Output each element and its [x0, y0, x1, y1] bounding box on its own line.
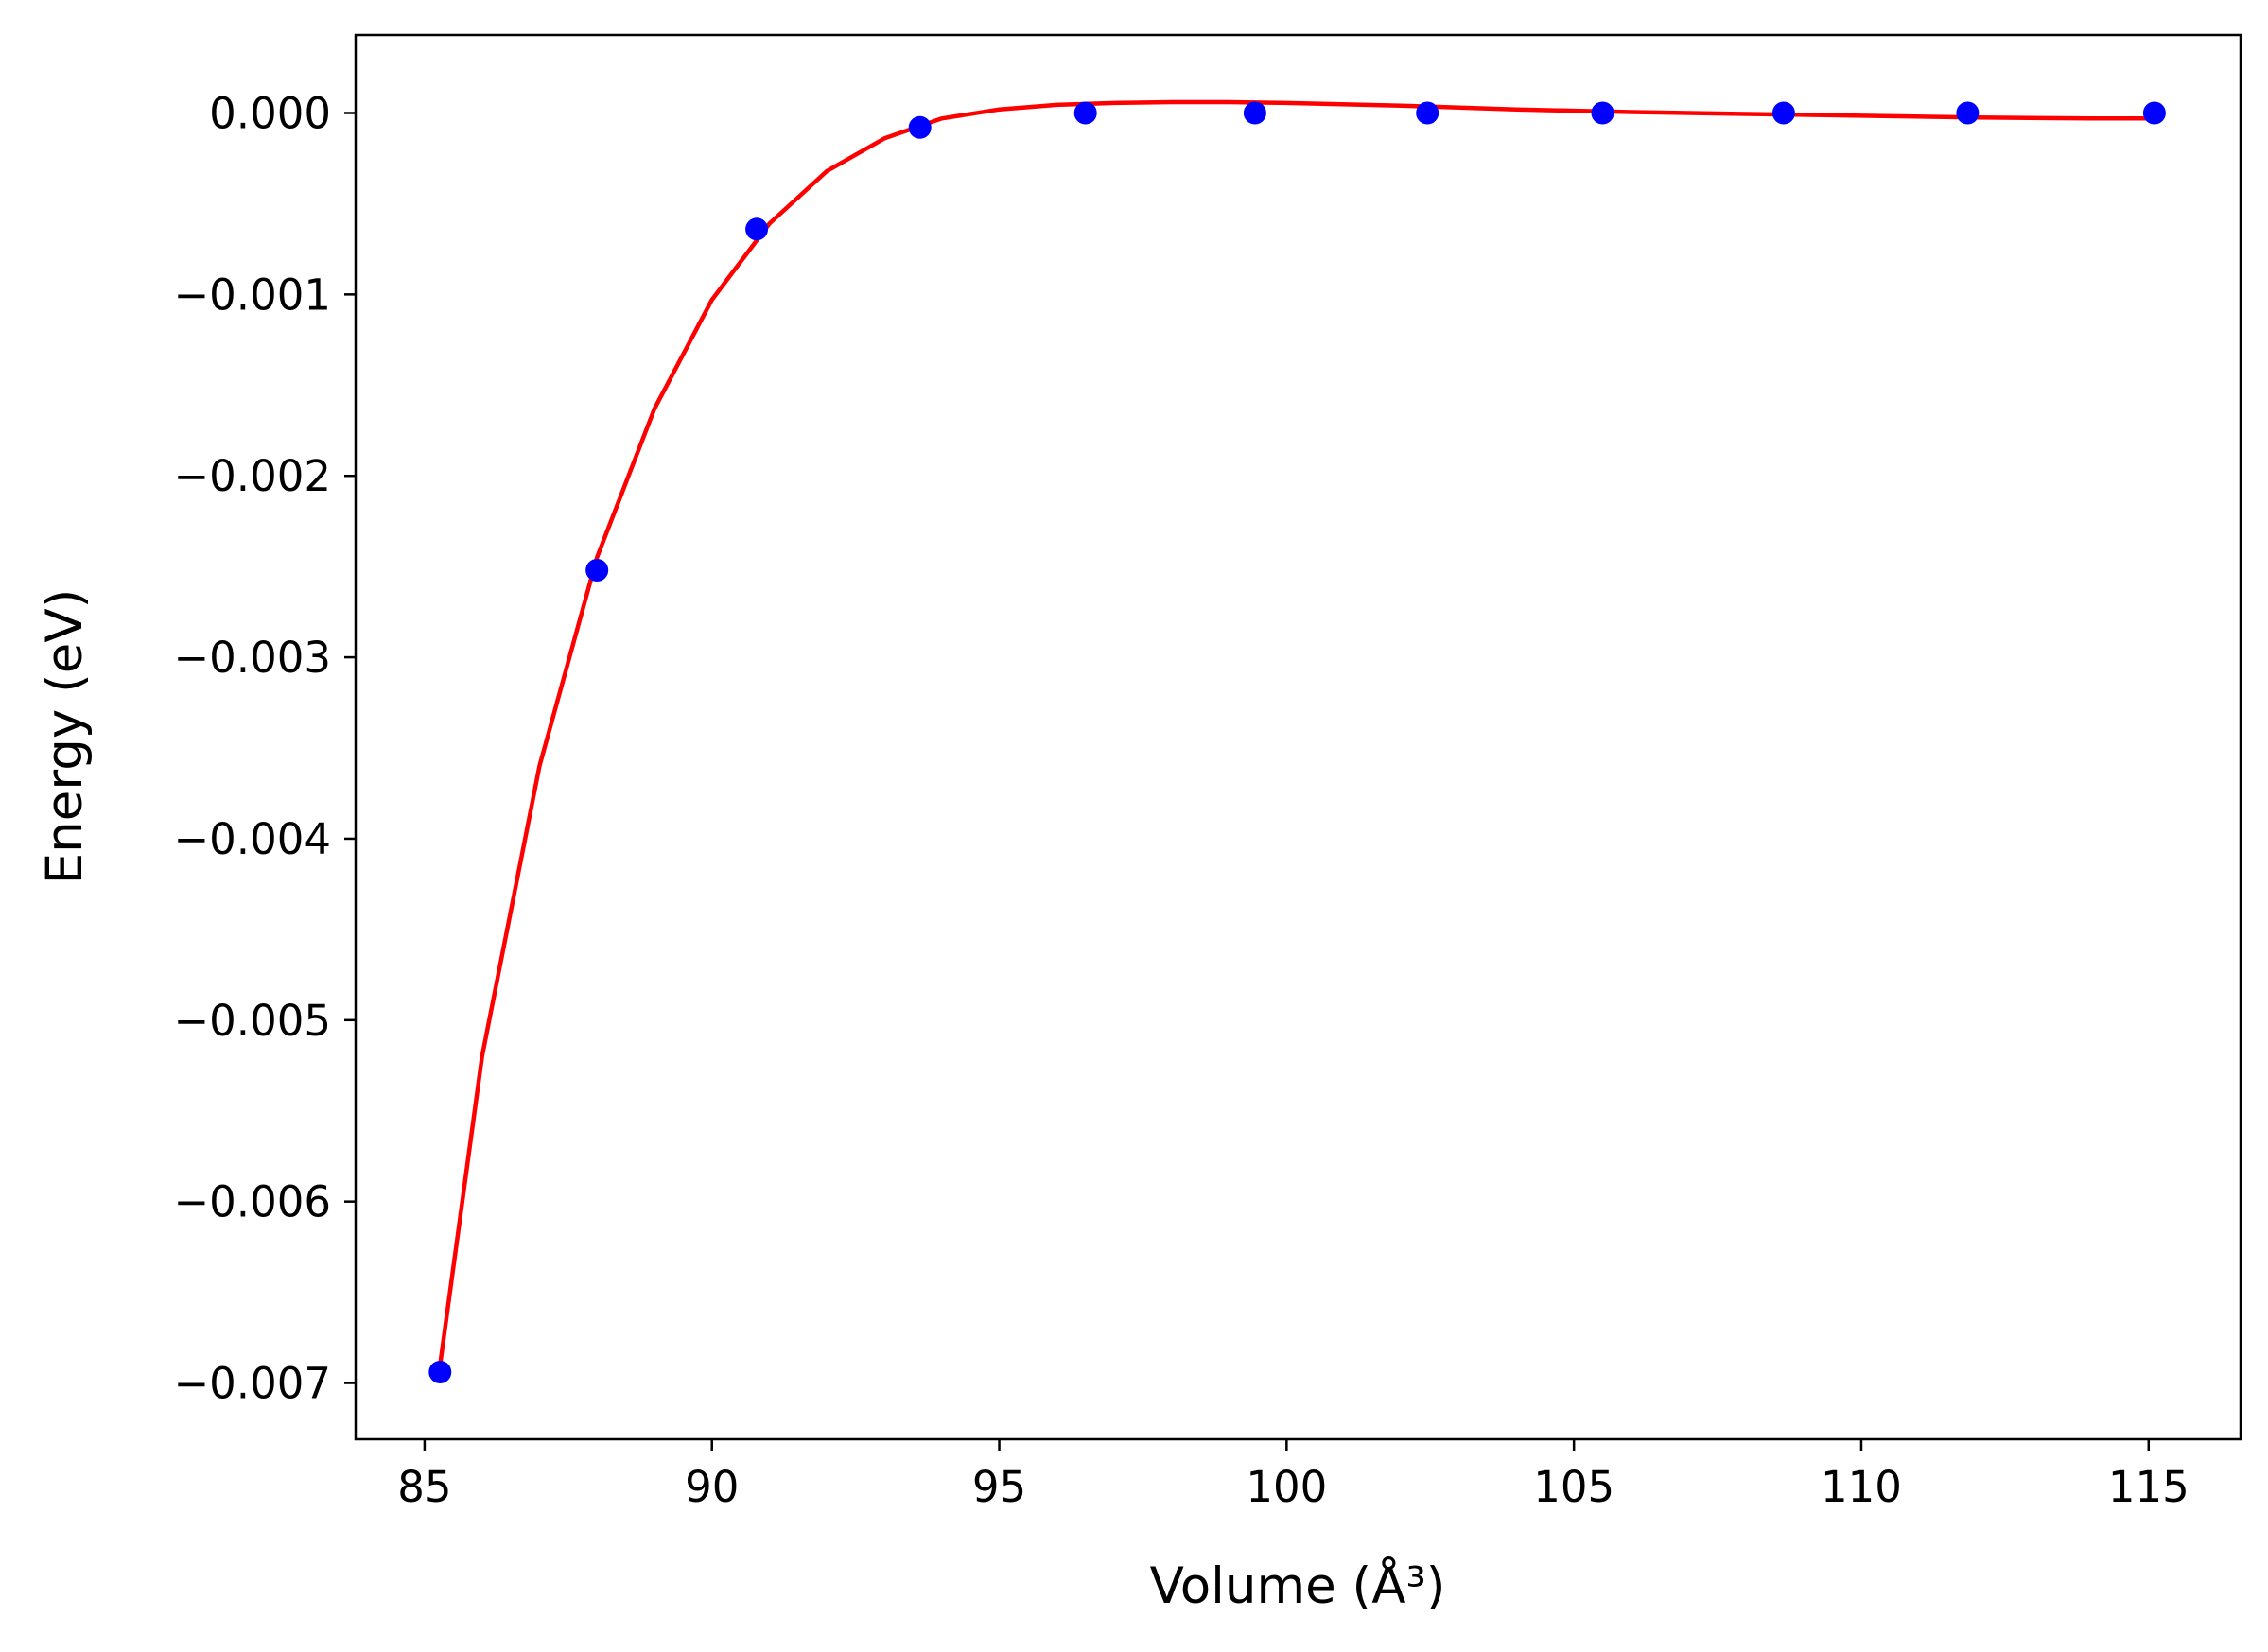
y-tick-label: −0.002 [173, 451, 331, 501]
y-tick-label: −0.001 [173, 270, 331, 320]
x-tick-label: 115 [2108, 1462, 2189, 1512]
x-tick-label: 100 [1246, 1462, 1327, 1512]
y-tick-label: −0.005 [173, 996, 331, 1046]
y-tick-label: −0.006 [173, 1177, 331, 1227]
x-tick-label: 110 [1821, 1462, 1902, 1512]
axes-frame [354, 33, 2242, 1441]
plot-area [428, 99, 2166, 1383]
data-point-1 [585, 559, 609, 582]
data-point-4 [1073, 101, 1097, 125]
data-point-10 [2142, 101, 2166, 125]
data-point-3 [908, 115, 932, 139]
data-point-5 [1243, 101, 1266, 125]
y-tick-label: 0.000 [209, 89, 331, 139]
x-tick-label: 85 [397, 1462, 451, 1512]
y-tick-label: −0.007 [173, 1359, 331, 1409]
data-point-2 [745, 217, 769, 241]
x-axis: 85 90 95 100 105 110 115 [397, 1439, 2189, 1512]
x-tick-label: 90 [685, 1462, 739, 1512]
y-axis-title: Energy (eV) [36, 589, 94, 885]
y-tick-label: −0.003 [173, 633, 331, 683]
data-point-8 [1771, 101, 1795, 125]
data-point-6 [1416, 101, 1439, 125]
y-axis: 0.000 −0.001 −0.002 −0.003 −0.004 −0.005 −0.00… [173, 89, 356, 1409]
x-tick-label: 95 [972, 1462, 1026, 1512]
data-point-7 [1591, 101, 1614, 125]
x-tick-label: 105 [1533, 1462, 1614, 1512]
x-axis-title: Volume (Å³) [1150, 1555, 1446, 1615]
y-tick-label: −0.004 [173, 814, 331, 864]
data-point-0 [428, 1361, 452, 1383]
data-point-9 [1956, 101, 1980, 125]
